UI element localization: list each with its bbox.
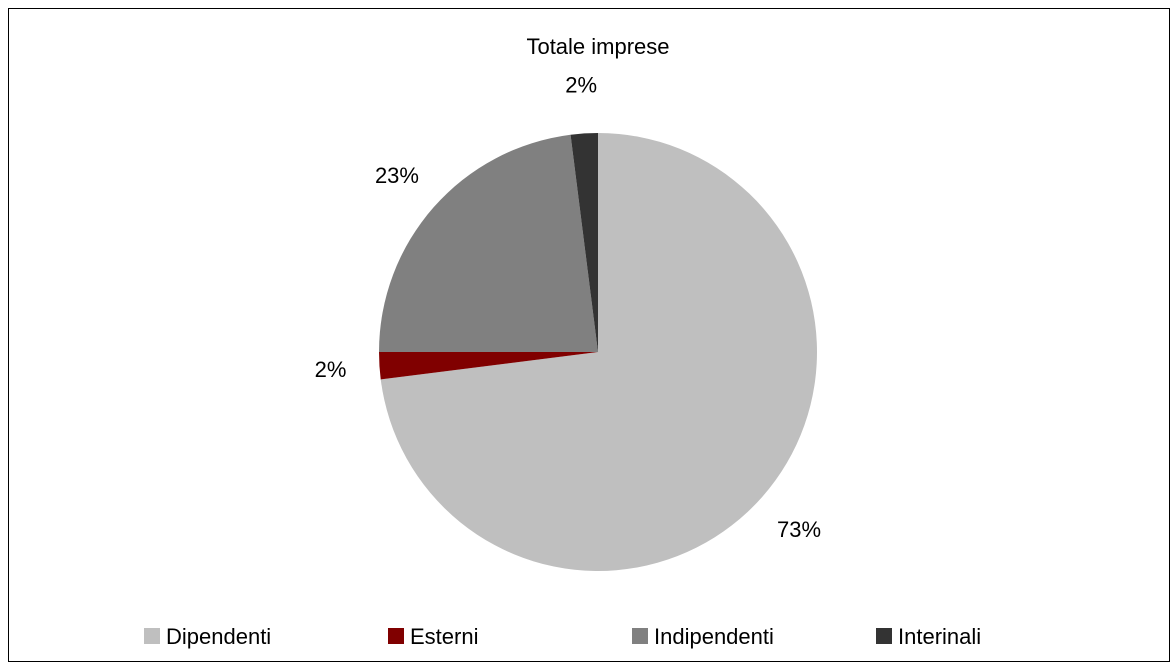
data-label-esterni: 2%: [315, 357, 347, 382]
chart-frame: Totale imprese 73% 2% 23% 2% Dipendenti Este…: [8, 8, 1170, 662]
legend-item-esterni: Esterni: [388, 624, 478, 649]
pie-slice-interinali: [570, 133, 598, 352]
legend-item-interinali: Interinali: [876, 624, 981, 649]
data-label-indipendenti: 23%: [375, 163, 419, 188]
legend-label-indipendenti: Indipendenti: [654, 624, 774, 649]
pie-chart: Totale imprese 73% 2% 23% 2% Dipendenti Este…: [144, 34, 981, 649]
legend-swatch-indipendenti: [632, 628, 648, 644]
pie-slice-esterni: [378, 352, 598, 380]
data-labels: 73% 2% 23% 2%: [315, 73, 821, 543]
legend-item-dipendenti: Dipendenti: [144, 624, 271, 649]
legend-swatch-interinali: [876, 628, 892, 644]
legend-item-indipendenti: Indipendenti: [632, 624, 774, 649]
legend-label-interinali: Interinali: [898, 624, 981, 649]
chart-title: Totale imprese: [526, 34, 669, 59]
pie-slice-dipendenti: [380, 133, 817, 571]
legend-swatch-dipendenti: [144, 628, 160, 644]
legend-swatch-esterni: [388, 628, 404, 644]
pie-slice-indipendenti: [379, 134, 598, 352]
data-label-dipendenti: 73%: [777, 517, 821, 542]
legend-label-esterni: Esterni: [410, 624, 478, 649]
legend: Dipendenti Esterni Indipendenti Interinali: [144, 624, 981, 649]
legend-label-dipendenti: Dipendenti: [166, 624, 271, 649]
pie-slices: [378, 133, 817, 571]
data-label-interinali: 2%: [565, 73, 597, 98]
